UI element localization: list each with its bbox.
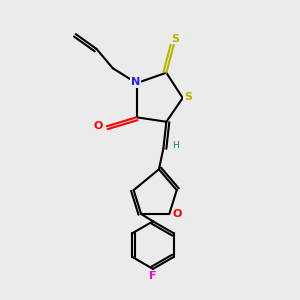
Text: S: S <box>184 92 192 102</box>
Text: O: O <box>173 209 182 219</box>
Text: H: H <box>172 141 178 150</box>
Text: F: F <box>149 271 157 281</box>
Text: O: O <box>94 121 103 130</box>
Text: S: S <box>171 34 179 44</box>
Text: N: N <box>130 76 140 87</box>
